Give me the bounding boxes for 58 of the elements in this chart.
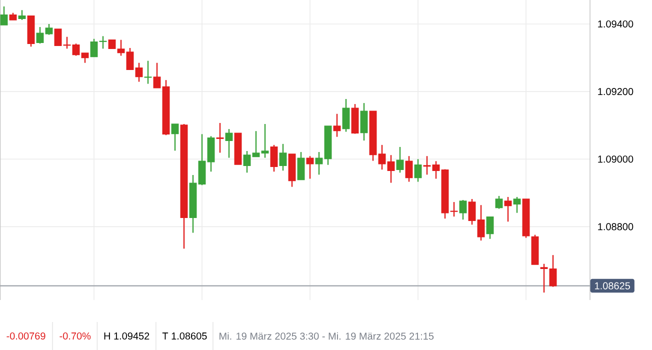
candlestick (126, 47, 134, 70)
y-tick-label: 1.09400 (598, 20, 634, 28)
candlestick (54, 28, 62, 46)
candlestick (297, 151, 305, 180)
candlestick (198, 134, 206, 186)
y-tick-label: 1.09200 (598, 88, 634, 96)
candlestick (459, 199, 467, 220)
candlestick (135, 62, 143, 82)
candlestick (90, 38, 98, 58)
candlestick (216, 122, 224, 154)
candlestick (414, 158, 422, 182)
candlestick (144, 60, 152, 84)
candlestick (171, 123, 179, 152)
candlestick (432, 160, 440, 180)
candlestick (18, 10, 26, 21)
candlestick (405, 155, 413, 182)
candlestick (468, 198, 476, 226)
candlestick (45, 23, 53, 36)
candlestick (252, 130, 260, 158)
candlestick (81, 52, 89, 64)
candlestick (225, 128, 233, 158)
candlestick (279, 143, 287, 172)
candlestick (504, 196, 512, 222)
candlestick (495, 195, 503, 210)
candlestick (477, 204, 485, 242)
text: Mi. 19 März 2025 3:30 - Mi. 19 März 2025 21:15 (220, 332, 434, 340)
candlestick (342, 98, 350, 132)
candlestick (99, 36, 107, 50)
candlestick (423, 155, 431, 176)
candlestick (306, 155, 314, 180)
candlestick (270, 144, 278, 172)
candlestick (333, 113, 341, 138)
candlestick (243, 150, 251, 174)
candlestick (63, 36, 71, 50)
candlestick (207, 136, 215, 172)
candlestick (36, 26, 44, 44)
candlestick (360, 102, 368, 142)
candlestick (153, 62, 161, 88)
candlestick (315, 151, 323, 176)
text: -0.00769 (6, 332, 46, 340)
candlestick (549, 254, 557, 288)
candlestick (450, 201, 458, 218)
candlestick (378, 144, 386, 170)
candlestick (261, 123, 269, 158)
text: T 1.08605 (162, 332, 207, 340)
candlestick (117, 39, 125, 56)
text: -0.70% (60, 332, 91, 340)
y-tick-label: 1.08800 (598, 223, 634, 230)
candlestick (540, 263, 548, 294)
y-tick-label: 1.09000 (598, 156, 634, 163)
candlestick (396, 146, 404, 174)
ref-line-label: 1.08625 (595, 282, 630, 290)
candlestick (72, 42, 80, 56)
candlestick (387, 154, 395, 184)
candlestick (0, 6, 8, 26)
text: H 1.09452 (104, 332, 150, 340)
candlestick (486, 216, 494, 240)
candlestick (513, 196, 521, 214)
